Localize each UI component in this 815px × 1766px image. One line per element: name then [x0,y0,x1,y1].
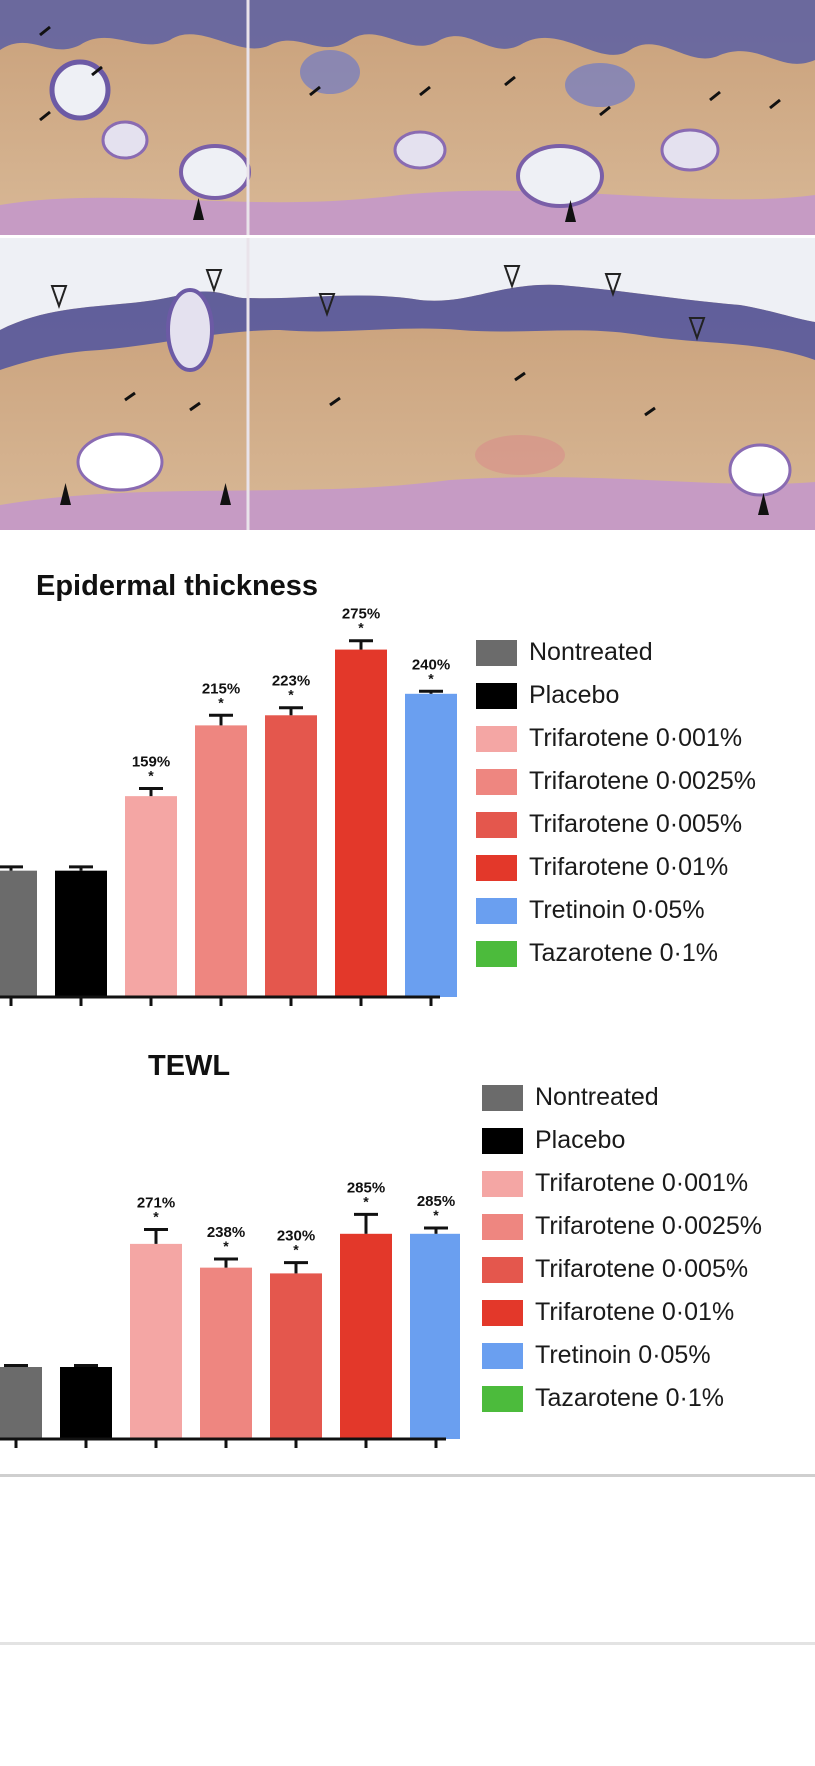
chart-title-tewl: TEWL [148,1050,231,1082]
bar-2 [55,870,107,997]
divider-line [0,1474,815,1477]
legend-label: Nontreated [529,638,653,666]
legend-swatch [482,1299,523,1326]
legend-item: Trifarotene 0·0025% [482,1205,762,1248]
bar-5 [270,1273,322,1439]
legend-label: Trifarotene 0·01% [529,853,729,881]
bar-1 [0,1367,42,1439]
legend-label: Tretinoin 0·05% [529,896,705,924]
significance-marker: * [223,1238,229,1254]
legend-label: Tazarotene 0·1% [529,939,719,967]
legend-swatch [476,725,517,752]
legend-label: Placebo [529,681,620,709]
legend-swatch [482,1127,523,1154]
data-label: 159% [132,754,170,771]
legend-item: Trifarotene 0·0025% [476,760,756,803]
significance-marker: * [363,1193,369,1209]
legend-swatch [482,1084,523,1111]
legend-item: Trifarotene 0·001% [482,1162,762,1205]
micrograph-top-row [0,0,815,235]
bar-3 [130,1243,182,1439]
legend-item: Trifarotene 0·01% [476,846,756,889]
bar-6 [340,1233,392,1439]
significance-marker: * [428,670,434,686]
legend-label: Trifarotene 0·005% [535,1255,749,1283]
legend-swatch [476,854,517,881]
significance-marker: * [153,1208,159,1224]
data-label: 240% [412,656,450,673]
legend-item: Nontreated [482,1076,762,1119]
legend-swatch [482,1385,523,1412]
legend-label: Trifarotene 0·005% [529,810,743,838]
bar-chart-tewl: *271%*238%*230%*285%*285%*451% [0,1179,460,1448]
bar-4 [195,725,247,997]
bar-4 [200,1267,252,1439]
legend-swatch [476,940,517,967]
significance-marker: * [293,1242,299,1258]
bar-7 [405,693,457,997]
legend-item: Nontreated [476,631,756,674]
divider-line [0,1642,815,1645]
legend-label: Tretinoin 0·05% [535,1341,711,1369]
data-label: 271% [137,1194,175,1211]
significance-marker: * [358,620,364,636]
data-label: 223% [272,673,310,690]
legend-swatch [476,897,517,924]
data-label: 230% [277,1228,315,1245]
data-label: 275% [342,606,380,623]
legend-label: Nontreated [535,1083,659,1111]
legend-item: Placebo [482,1119,762,1162]
chart-title-epidermal-thickness: Epidermal thickness [36,570,319,602]
histology-micrograph-panel [0,0,815,530]
legend-label: Trifarotene 0·0025% [535,1212,762,1240]
significance-marker: * [288,687,294,703]
legend-epidermal-thickness: Nontreated Placebo Trifarotene 0·001% Trifa… [476,631,756,975]
legend-label: Tazarotene 0·1% [535,1384,725,1412]
bar-chart-epidermal-thickness: *159%*215%*223%*275%*240%*254% [0,606,457,1006]
legend-swatch [476,768,517,795]
bar-3 [125,796,177,997]
bar-2 [60,1367,112,1439]
legend-item: Placebo [476,674,756,717]
legend-item: Tretinoin 0·05% [476,889,756,932]
legend-item: Trifarotene 0·01% [482,1291,762,1334]
significance-marker: * [148,768,154,784]
significance-marker: * [433,1207,439,1223]
data-label: 215% [202,680,240,697]
legend-item: Tazarotene 0·1% [482,1377,762,1420]
legend-tewl: Nontreated Placebo Trifarotene 0·001% Trifa… [482,1076,762,1420]
legend-item: Trifarotene 0·005% [476,803,756,846]
data-label: 285% [347,1179,385,1196]
bar-1 [0,870,37,997]
legend-swatch [476,682,517,709]
bar-7 [410,1233,460,1439]
significance-marker: * [218,694,224,710]
bar-6 [335,649,387,997]
legend-swatch [482,1256,523,1283]
bar-5 [265,715,317,997]
data-label: 285% [417,1193,455,1210]
legend-item: Tretinoin 0·05% [482,1334,762,1377]
data-label: 238% [207,1224,245,1241]
legend-swatch [482,1342,523,1369]
micrograph-bottom-row [0,238,815,530]
legend-swatch [476,811,517,838]
legend-item: Trifarotene 0·001% [476,717,756,760]
legend-swatch [476,639,517,666]
legend-label: Trifarotene 0·001% [535,1169,749,1197]
legend-label: Placebo [535,1126,626,1154]
legend-label: Trifarotene 0·0025% [529,767,756,795]
legend-swatch [482,1170,523,1197]
legend-swatch [482,1213,523,1240]
legend-item: Trifarotene 0·005% [482,1248,762,1291]
legend-label: Trifarotene 0·01% [535,1298,735,1326]
legend-label: Trifarotene 0·001% [529,724,743,752]
legend-item: Tazarotene 0·1% [476,932,756,975]
